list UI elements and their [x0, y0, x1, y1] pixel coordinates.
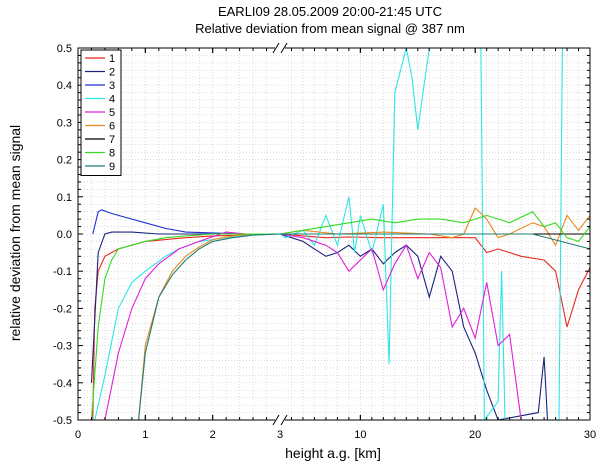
- axis-break-slash: [272, 42, 280, 54]
- legend-label-8: 8: [109, 148, 115, 160]
- legend-label-2: 2: [109, 67, 115, 79]
- axis-break-gap: [275, 43, 285, 53]
- y-tick-label: 0.0: [57, 229, 72, 241]
- y-tick-label: 0.2: [57, 155, 72, 167]
- legend-label-3: 3: [109, 80, 115, 92]
- x-tick-label: 0: [75, 429, 81, 441]
- series-line-3: [92, 209, 280, 235]
- legend-label-7: 7: [109, 134, 115, 146]
- chart-subtitle: Relative deviation from mean signal @ 38…: [195, 21, 465, 36]
- y-tick-label: 0.4: [57, 80, 72, 92]
- series-line-5: [104, 231, 522, 420]
- x-tick-label: 10: [354, 429, 366, 441]
- axis-break-slash: [272, 414, 280, 426]
- y-tick-label: -0.4: [53, 378, 72, 390]
- legend-label-4: 4: [109, 94, 115, 106]
- y-tick-label: 0.5: [57, 43, 72, 55]
- x-tick-label: 1: [142, 429, 148, 441]
- axis-break-slash: [280, 42, 288, 54]
- legend-label-1: 1: [109, 53, 115, 65]
- y-tick-label: -0.2: [53, 303, 72, 315]
- axis-break-slash: [280, 414, 288, 426]
- series-line-9: [138, 233, 590, 420]
- x-axis-label: height a.g. [km]: [285, 445, 381, 461]
- x-tick-label: 30: [584, 429, 596, 441]
- y-tick-label: -0.5: [53, 415, 72, 427]
- axis-break-bottom: [272, 414, 288, 426]
- series-line-8: [90, 211, 590, 420]
- y-axis-label: relative deviation from mean signal: [7, 125, 23, 341]
- axis-break-top: [272, 42, 288, 54]
- y-tick-label: -0.1: [53, 266, 72, 278]
- x-tick-label: 20: [469, 429, 481, 441]
- y-tick-label: -0.3: [53, 341, 72, 353]
- legend: 1 23 45 67 89: [80, 49, 122, 176]
- legend-label-9: 9: [109, 161, 115, 173]
- series-line-1: [92, 233, 590, 420]
- legend-label-6: 6: [109, 121, 115, 133]
- y-tick-label: 0.3: [57, 117, 72, 129]
- x-tick-label: 2: [210, 429, 216, 441]
- x-tick-label: 3: [277, 429, 283, 441]
- chart-title: EARLI09 28.05.2009 20:00-21:45 UTC: [218, 4, 442, 19]
- series-line-6: [138, 207, 590, 420]
- axis-break-gap: [275, 415, 285, 425]
- series-group: [90, 48, 590, 420]
- series-line-2: [90, 231, 549, 420]
- legend-label-5: 5: [109, 107, 115, 119]
- y-tick-label: 0.1: [57, 192, 72, 204]
